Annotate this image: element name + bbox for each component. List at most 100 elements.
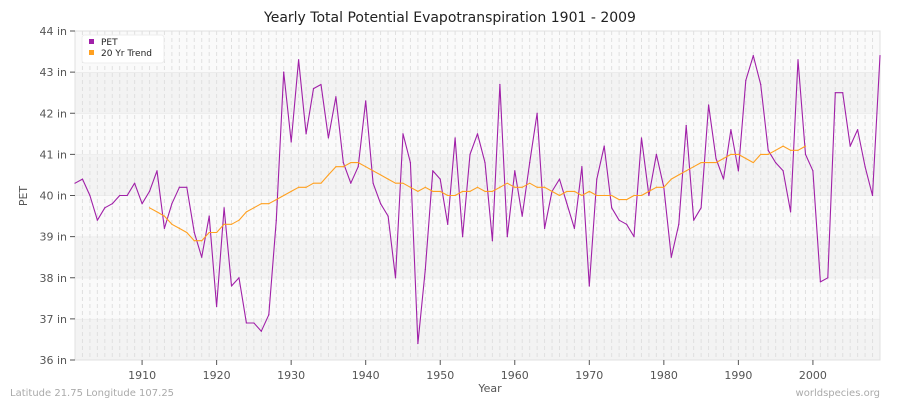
pet-data-point [312,87,315,90]
pet-data-point [573,227,575,229]
trend-data-point [745,157,747,160]
trend-data-point [387,178,389,180]
pet-data-point [737,170,739,172]
trend-data-point [640,194,643,197]
pet-data-point [871,194,874,197]
grid-band [75,31,880,73]
pet-data-point [670,256,672,258]
trend-data-point [558,194,561,197]
trend-data-point [618,199,620,201]
trend-data-point [469,190,471,192]
pet-data-point [842,92,844,94]
y-tick-label: 39 in [39,231,67,244]
trend-data-point [447,194,449,197]
pet-data-point [402,133,404,135]
trend-data-point [245,211,248,213]
pet-data-point [469,153,471,155]
pet-data-point [857,129,859,131]
x-tick-label: 1910 [128,369,156,382]
pet-data-point [491,240,494,242]
trend-data-point [730,153,732,155]
trend-data-point [439,190,441,192]
trend-data-point [201,240,203,242]
x-tick-label: 1950 [426,369,454,382]
pet-data-point [432,170,434,172]
pet-data-point [394,277,397,279]
trend-data-point [305,186,307,188]
trend-data-point [290,190,292,192]
legend-swatch-trend [89,50,94,55]
trend-data-point [409,186,412,188]
pet-data-point [506,236,508,238]
pet-data-point [409,162,412,164]
trend-data-point [581,194,583,197]
trend-data-point [357,162,359,164]
pet-data-point [156,170,158,172]
pet-data-point [298,59,300,61]
pet-data-point [879,55,881,57]
trend-data-point [797,149,799,151]
trend-data-point [312,182,315,184]
trend-data-point [655,186,657,188]
trend-data-point [551,190,553,192]
pet-data-point [96,219,98,221]
pet-data-point [461,236,464,238]
trend-data-point [633,194,635,197]
pet-data-point [365,100,367,102]
trend-data-point [342,166,344,168]
trend-data-point [223,223,225,225]
y-tick-label: 44 in [39,25,67,38]
pet-data-point [633,236,635,238]
y-tick-label: 40 in [39,190,67,203]
pet-data-point [529,162,531,164]
trend-data-point [461,190,464,192]
pet-data-point [782,170,784,172]
pet-data-point [223,207,225,209]
pet-data-point [484,162,486,164]
trend-data-point [476,186,479,188]
pet-data-point [685,124,687,127]
x-tick-label: 1930 [277,369,305,382]
pet-data-point [760,83,762,86]
trend-data-point [789,149,792,151]
trend-data-point [148,207,151,209]
trend-data-point [775,149,777,151]
y-tick-label: 42 in [39,107,67,120]
pet-data-point [722,178,725,180]
pet-data-point [536,112,538,114]
trend-data-point [663,186,665,188]
pet-data-point [447,223,449,225]
trend-data-point [208,231,210,234]
trend-data-point [543,186,546,188]
x-tick-label: 1970 [575,369,603,382]
pet-data-point [476,133,479,135]
trend-data-point [670,178,672,180]
trend-data-point [253,207,255,209]
pet-data-point [283,71,285,73]
y-tick-label: 38 in [39,272,67,285]
pet-data-point [387,215,389,217]
trend-data-point [216,231,218,234]
pet-data-point [350,182,352,184]
trend-data-point [491,190,494,192]
pet-data-point [566,203,568,205]
legend-box [81,34,165,64]
trend-data-point [603,194,605,197]
legend-label-trend: 20 Yr Trend [101,49,152,59]
x-tick-label: 2000 [799,369,827,382]
pet-data-point [119,194,121,197]
trend-data-point [186,231,188,234]
x-tick-label: 1990 [724,369,752,382]
pet-data-point [678,223,680,225]
pet-data-point [230,285,233,287]
legend: PET 20 Yr Trend [81,34,165,64]
pet-data-point [104,207,106,209]
trend-data-point [536,186,538,188]
trend-data-point [380,174,382,176]
pet-data-point [238,277,240,279]
y-tick-label: 43 in [39,66,67,79]
pet-data-point [834,92,836,94]
trend-data-point [707,162,710,164]
trend-data-point [171,223,173,225]
